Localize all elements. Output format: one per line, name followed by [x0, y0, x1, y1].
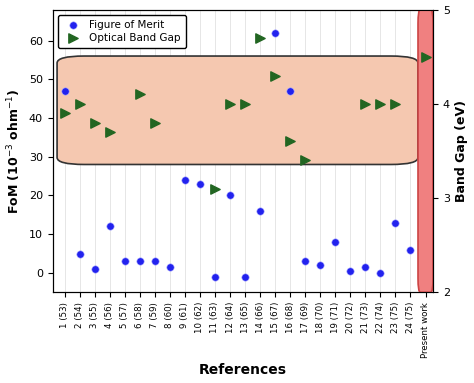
Point [407, 247, 414, 253]
Point [61, 88, 68, 94]
Point [301, 258, 309, 264]
Point [91, 119, 99, 126]
Point [392, 219, 399, 226]
X-axis label: References: References [199, 363, 287, 377]
Point [377, 101, 384, 107]
Point [377, 270, 384, 276]
Point [256, 208, 264, 214]
Point [331, 239, 339, 245]
Point [286, 138, 294, 144]
Point [166, 264, 173, 270]
Point [362, 101, 369, 107]
Y-axis label: Band Gap (eV): Band Gap (eV) [456, 100, 468, 202]
Point [211, 274, 219, 280]
Point [151, 258, 159, 264]
Point [346, 268, 354, 274]
Point [76, 101, 83, 107]
Point [286, 88, 294, 94]
Point [362, 264, 369, 270]
Point [136, 258, 144, 264]
Point [241, 101, 249, 107]
Point [106, 129, 113, 135]
Point [392, 101, 399, 107]
Point [256, 35, 264, 41]
FancyBboxPatch shape [418, 10, 433, 292]
Point [317, 262, 324, 268]
Point [422, 270, 429, 276]
Point [422, 54, 429, 60]
Point [211, 185, 219, 192]
Point [301, 157, 309, 164]
Point [76, 250, 83, 257]
Point [196, 181, 204, 187]
Point [121, 258, 128, 264]
Legend: Figure of Merit, Optical Band Gap: Figure of Merit, Optical Band Gap [58, 15, 186, 48]
Point [91, 266, 99, 272]
Point [151, 119, 159, 126]
Point [271, 72, 279, 79]
Point [226, 101, 234, 107]
Point [61, 110, 68, 116]
Point [136, 91, 144, 97]
FancyBboxPatch shape [57, 56, 418, 164]
Y-axis label: FoM (10$^{-3}$ ohm$^{-1}$): FoM (10$^{-3}$ ohm$^{-1}$) [6, 88, 23, 214]
Point [106, 223, 113, 229]
Point [181, 177, 189, 183]
Point [241, 274, 249, 280]
Point [271, 30, 279, 36]
Point [226, 192, 234, 198]
